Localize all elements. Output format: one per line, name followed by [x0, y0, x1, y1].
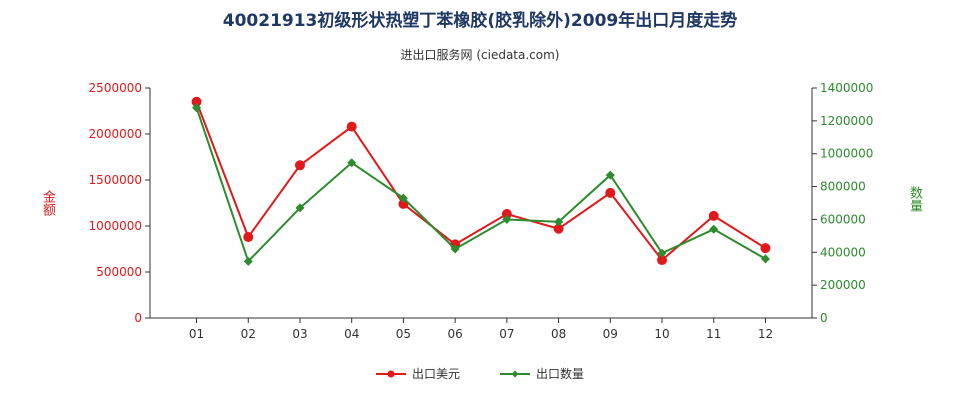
data-point-usd [657, 255, 668, 266]
x-tick-label: 09 [603, 327, 618, 341]
y-left-tick-label: 0 [134, 311, 142, 325]
data-point-qty [554, 217, 564, 227]
data-point-qty [709, 224, 719, 234]
x-tick-label: 04 [344, 327, 359, 341]
data-point-usd [346, 121, 357, 132]
legend-label-qty: 出口数量 [536, 367, 585, 381]
data-point-usd [191, 96, 202, 107]
y-right-tick-label: 1400000 [820, 81, 873, 95]
x-tick-label: 02 [241, 327, 256, 341]
data-point-qty [605, 170, 615, 180]
y-right-tick-label: 1200000 [820, 114, 873, 128]
y-left-tick-label: 1000000 [89, 219, 142, 233]
y-left-tick-label: 500000 [96, 265, 142, 279]
data-point-usd [708, 210, 719, 221]
chart-title: 40021913初级形状热塑丁苯橡胶(胶乳除外)2009年出口月度走势 [222, 11, 738, 31]
data-point-qty [657, 248, 667, 258]
legend-swatch-usd [375, 370, 406, 377]
y-right-tick-label: 600000 [820, 212, 866, 226]
data-point-usd [243, 232, 254, 243]
x-tick-label: 10 [654, 327, 669, 341]
data-point-qty [398, 193, 408, 203]
x-tick-label: 06 [448, 327, 463, 341]
x-tick-label: 12 [758, 327, 773, 341]
data-point-usd [760, 243, 771, 254]
y-right-tick-label: 400000 [820, 245, 866, 259]
legend: 出口美元 出口数量 [0, 365, 960, 382]
y-left-tick-label: 2000000 [89, 127, 142, 141]
data-point-qty [760, 254, 770, 264]
legend-swatch-qty [500, 370, 530, 377]
data-point-usd [553, 223, 564, 234]
x-tick-label: 08 [551, 327, 566, 341]
x-tick-label: 03 [292, 327, 307, 341]
data-point-usd [294, 160, 305, 171]
data-point-qty [347, 158, 357, 168]
y-right-tick-label: 800000 [820, 180, 866, 194]
data-point-qty [502, 214, 512, 224]
x-tick-label: 11 [706, 327, 721, 341]
y-axis-left-label: 金额 [40, 190, 55, 216]
series-line-qty [195, 107, 766, 264]
series-line-usd [195, 101, 766, 262]
data-point-usd [605, 187, 616, 198]
y-left-tick-label: 1500000 [89, 173, 142, 187]
y-right-tick-label: 1000000 [820, 147, 873, 161]
x-tick-label: 01 [189, 327, 204, 341]
y-right-tick-label: 0 [820, 311, 828, 325]
legend-item-usd: 出口美元 [375, 365, 460, 382]
y-left-tick-label: 2500000 [89, 81, 142, 95]
data-point-qty [192, 103, 202, 113]
x-tick-label: 05 [396, 327, 411, 341]
y-right-tick-label: 200000 [820, 278, 866, 292]
y-axis-right-label: 数量 [907, 186, 922, 212]
data-point-qty [450, 244, 460, 254]
data-point-qty [243, 256, 253, 266]
chart-subtitle: 进出口服务网 (ciedata.com) [400, 48, 560, 62]
data-point-usd [501, 209, 512, 220]
legend-item-qty: 出口数量 [500, 365, 584, 382]
legend-label-usd: 出口美元 [411, 367, 460, 381]
x-tick-label: 07 [499, 327, 514, 341]
data-point-qty [295, 203, 305, 213]
